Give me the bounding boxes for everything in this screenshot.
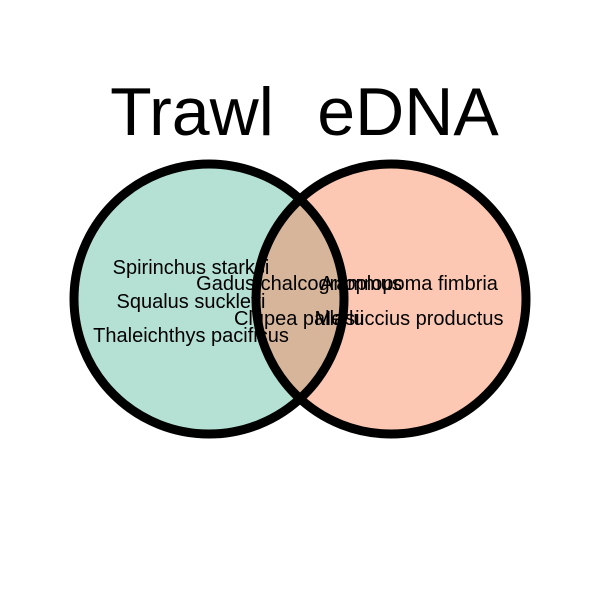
edna-only-species: Anoplopoma fimbria	[320, 273, 499, 295]
edna-only-species: Merluccius productus	[315, 308, 504, 330]
shared-species: Clupea pallasii	[234, 308, 364, 330]
trawl-only-species: Squalus suckleyi	[117, 291, 266, 313]
trawl-circle-outline	[69, 159, 349, 439]
trawl-only-species: Spirinchus starksi	[113, 257, 270, 279]
edna-circle-outline	[251, 159, 531, 439]
edna-set-title: eDNA	[317, 74, 499, 150]
trawl-set-title: Trawl	[110, 74, 274, 150]
shared-species: Gadus chalcogrammus	[196, 273, 402, 295]
trawl-only-species: Thaleichthys pacificus	[93, 325, 289, 347]
